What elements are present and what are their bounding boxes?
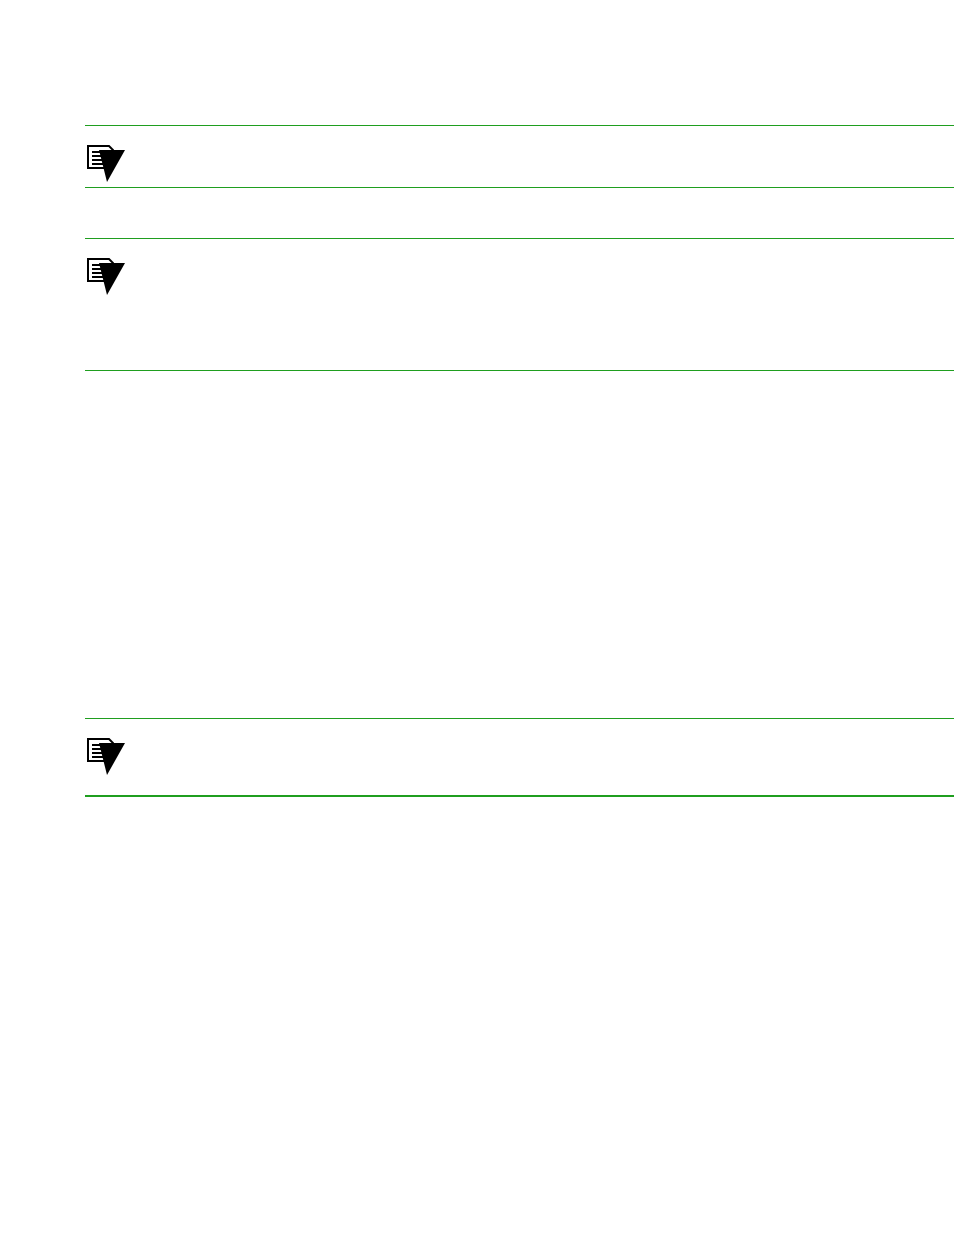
note-block (85, 727, 725, 785)
separator-rule (85, 718, 954, 719)
note-block (85, 247, 725, 305)
separator-rule (85, 238, 954, 239)
separator-rule (85, 795, 954, 797)
note-icon (85, 737, 127, 777)
note-icon (85, 144, 127, 184)
note-icon (85, 257, 127, 297)
document-page (0, 0, 954, 1235)
separator-rule (85, 370, 954, 371)
separator-rule (85, 125, 954, 126)
note-block (85, 134, 725, 192)
separator-rule (85, 187, 954, 188)
